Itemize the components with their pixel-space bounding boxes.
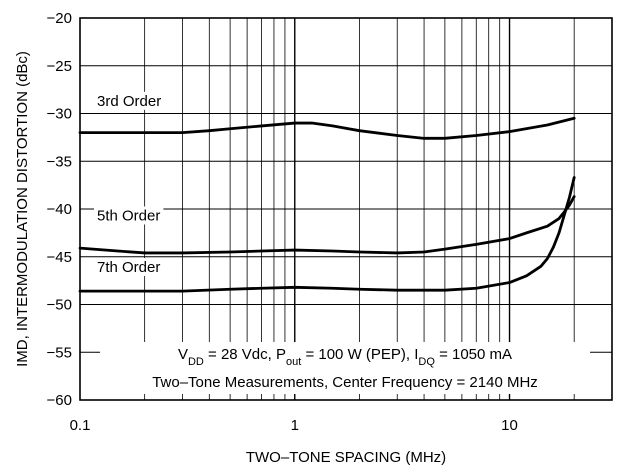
y-tick-label: −40 bbox=[47, 201, 72, 218]
series-label: 7th Order bbox=[97, 259, 160, 276]
y-tick-label: −35 bbox=[47, 153, 72, 170]
series-label-bg bbox=[94, 91, 165, 110]
x-tick-label: 1 bbox=[291, 417, 299, 434]
y-tick-label: −55 bbox=[47, 344, 72, 361]
conditions-line-1: VDD = 28 Vdc, Pout = 100 W (PEP), IDQ = … bbox=[178, 346, 512, 368]
y-tick-label: −20 bbox=[47, 10, 72, 27]
conditions-line-2: Two–Tone Measurements, Center Frequency … bbox=[152, 374, 538, 391]
series-line bbox=[78, 176, 576, 293]
x-tick-label: 10 bbox=[501, 417, 518, 434]
tick-layer: −20 −25 −30 −35 −40 −45 −50 −55 −60 0.1 1 10 bbox=[47, 10, 518, 434]
y-tick-label: −25 bbox=[47, 58, 72, 75]
series-label-bg bbox=[94, 206, 164, 225]
series-label: 5th Order bbox=[97, 207, 160, 224]
series-label: 3rd Order bbox=[97, 93, 161, 110]
x-axis-title: TWO–TONE SPACING (MHz) bbox=[246, 449, 446, 466]
y-tick-label: −45 bbox=[47, 249, 72, 266]
conditions-background bbox=[100, 342, 590, 394]
grid bbox=[80, 18, 612, 400]
y-tick-label: −30 bbox=[47, 106, 72, 123]
series-line bbox=[78, 195, 576, 255]
y-axis-title: IMD, INTERMODULATION DISTORTION (dBc) bbox=[14, 51, 31, 367]
series-layer bbox=[78, 116, 576, 293]
plot-frame bbox=[79, 17, 613, 401]
y-tick-label: −60 bbox=[47, 392, 72, 409]
series-line bbox=[78, 116, 576, 140]
label-layer: 3rd Order 5th Order 7th Order bbox=[94, 91, 165, 277]
x-tick-label: 0.1 bbox=[70, 417, 91, 434]
y-tick-label: −50 bbox=[47, 297, 72, 314]
series-label-bg bbox=[94, 258, 164, 277]
